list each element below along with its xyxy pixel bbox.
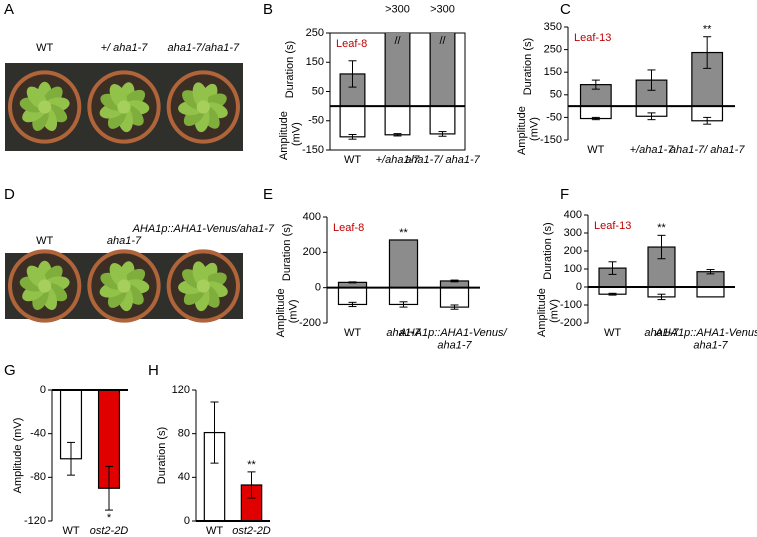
photo-label: WT — [36, 42, 53, 54]
panel-letter: A — [4, 1, 14, 18]
bar — [384, 105, 411, 136]
y-tick-label: 250 — [544, 44, 562, 56]
y-tick-label: -50 — [546, 111, 562, 123]
y-tick-label: 250 — [306, 27, 324, 39]
rosette-center — [38, 279, 52, 293]
y-tick-label: 50 — [312, 85, 324, 97]
y-tick-label: 300 — [564, 227, 582, 239]
x-tick-label: ost2-2D — [90, 525, 129, 537]
value-label: >300 — [385, 3, 410, 15]
panel-letter: G — [4, 362, 16, 379]
bar — [579, 105, 612, 120]
annotation: ** — [657, 222, 666, 234]
photo-label: AHA1p::AHA1-Venus/aha1-7 — [132, 223, 275, 235]
leaf-note: Leaf-8 — [333, 222, 364, 234]
y-axis-label: Duration (s) — [542, 222, 554, 279]
panel-letter: B — [263, 1, 273, 18]
x-tick-label: WT — [344, 154, 361, 166]
y-tick-label: -80 — [30, 471, 46, 483]
y-tick-label: -40 — [30, 428, 46, 440]
y-axis-label: Duration (s) — [156, 427, 168, 484]
rosette-center — [196, 100, 210, 114]
leaf-note: Leaf-13 — [574, 32, 611, 44]
y-tick-label: -200 — [560, 317, 582, 329]
x-tick-label: WT — [206, 525, 223, 537]
bar — [696, 286, 725, 298]
x-tick-label: WT — [587, 144, 604, 156]
annotation: ** — [703, 24, 712, 36]
panel-letter: D — [4, 186, 15, 203]
y-axis-label: Duration (s) — [281, 224, 293, 281]
annotation: * — [107, 512, 112, 524]
x-tick-label: ost2-2D — [232, 525, 271, 537]
bar — [384, 33, 411, 107]
y-tick-label: -120 — [24, 515, 46, 527]
rosette-center — [38, 100, 52, 114]
leaf-note: Leaf-13 — [594, 220, 631, 232]
y-tick-label: 100 — [564, 263, 582, 275]
y-axis-label: Amplitude (mV) — [12, 418, 24, 494]
y-tick-label: 40 — [178, 471, 190, 483]
rosette-center — [117, 279, 131, 293]
y-axis-label: Amplitude (mV) — [275, 285, 300, 337]
x-tick-label: WT — [604, 327, 621, 339]
y-axis-label: Amplitude (mV) — [536, 285, 561, 337]
bar — [429, 105, 456, 135]
y-tick-label: -50 — [308, 115, 324, 127]
x-tick-label: aha1-7 — [644, 327, 679, 339]
bar — [339, 105, 366, 138]
panel-letter: F — [560, 186, 569, 203]
panel-letter: H — [148, 362, 159, 379]
x-tick-label: AHA1p::AHA1-Venus/ aha1-7 — [398, 327, 509, 352]
x-tick-label: aha1-7 — [386, 327, 421, 339]
y-tick-label: 350 — [544, 21, 562, 33]
bar — [439, 287, 470, 308]
y-tick-label: 0 — [184, 515, 190, 527]
x-tick-label: +/aha1-7 — [376, 154, 421, 166]
photo-label: +/ aha1-7 — [101, 42, 149, 54]
photo-label: aha1-7 — [107, 235, 142, 247]
x-tick-label: WT — [344, 327, 361, 339]
y-tick-label: 80 — [178, 428, 190, 440]
annotation: // — [439, 35, 446, 47]
x-tick-label: aha1-7/ aha1-7 — [405, 154, 480, 166]
photo-label: WT — [36, 235, 53, 247]
value-label: >300 — [430, 3, 455, 15]
y-tick-label: -200 — [299, 317, 321, 329]
panel-letter: C — [560, 1, 571, 18]
y-tick-label: 0 — [576, 281, 582, 293]
y-tick-label: 0 — [315, 282, 321, 294]
y-tick-label: 400 — [564, 209, 582, 221]
y-tick-label: -150 — [540, 134, 562, 146]
photo-label: aha1-7/aha1-7 — [168, 42, 240, 54]
y-axis-label: Amplitude (mV) — [516, 103, 541, 155]
y-tick-label: 120 — [172, 384, 190, 396]
annotation: ** — [247, 459, 256, 471]
y-tick-label: -150 — [302, 144, 324, 156]
annotation: // — [394, 35, 401, 47]
annotation: ** — [399, 227, 408, 239]
leaf-note: Leaf-8 — [336, 38, 367, 50]
y-tick-label: 400 — [303, 211, 321, 223]
y-axis-label: Duration (s) — [522, 38, 534, 95]
y-tick-label: 200 — [303, 246, 321, 258]
y-tick-label: 150 — [306, 56, 324, 68]
bar — [429, 33, 456, 107]
x-tick-label: aha1-7/ aha1-7 — [670, 144, 745, 156]
x-tick-label: AHA1p::AHA1-Venus/ aha1-7 — [654, 327, 757, 352]
y-tick-label: 200 — [564, 245, 582, 257]
y-axis-label: Amplitude (mV) — [278, 108, 303, 160]
x-tick-label: +/aha1-7 — [630, 144, 675, 156]
y-tick-label: 0 — [40, 384, 46, 396]
y-tick-label: -100 — [560, 299, 582, 311]
panel-letter: E — [263, 186, 273, 203]
y-tick-label: 50 — [550, 89, 562, 101]
rosette-center — [117, 100, 131, 114]
y-axis-label: Duration (s) — [284, 41, 296, 98]
x-tick-label: WT — [62, 525, 79, 537]
bar — [388, 239, 419, 289]
rosette-center — [196, 279, 210, 293]
y-tick-label: 150 — [544, 66, 562, 78]
